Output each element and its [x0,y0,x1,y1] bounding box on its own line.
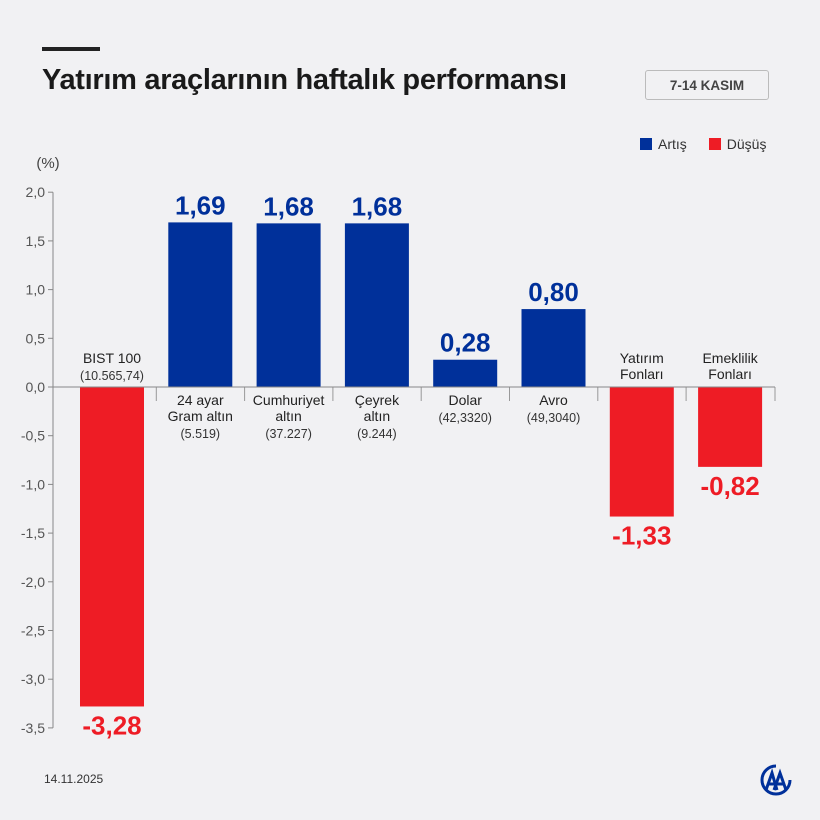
category-label: altın [364,408,390,424]
bar [521,309,586,387]
category-label: Fonları [620,366,664,382]
y-tick-label: 2,0 [26,184,46,200]
bar-value-label: 1,68 [263,191,314,221]
category-sublabel: (42,3320) [438,411,492,425]
y-tick-label: -0,5 [21,428,45,444]
y-tick-label: -3,0 [21,671,45,687]
category-label: Avro [539,392,568,408]
y-tick-label: -3,5 [21,720,45,736]
aa-logo [760,764,792,801]
category-label: Fonları [708,366,752,382]
y-tick-label: 0,5 [26,330,46,346]
legend-label: Artış [658,136,687,152]
bar [344,223,409,387]
bar [433,359,498,387]
date-range-badge: 7-14 KASIM [645,70,769,100]
y-tick-label: 1,0 [26,282,46,298]
category-sublabel: (9.244) [357,427,397,441]
bar [698,387,763,467]
category-sublabel: (49,3040) [527,411,581,425]
category-label: BIST 100 [83,350,141,366]
category-label: Yatırım [620,350,664,366]
bar-value-label: 0,80 [528,277,579,307]
category-sublabel: (5.519) [180,427,220,441]
legend: Artış Düşüş [640,136,766,152]
category-label: Emeklilik [702,350,758,366]
bar [168,222,233,387]
bar-value-label: 1,69 [175,190,226,220]
bar-value-label: -3,28 [82,710,141,740]
category-label: Dolar [448,392,482,408]
bar-value-label: 0,28 [440,328,491,358]
legend-item-decrease: Düşüş [708,136,767,152]
legend-item-increase: Artış [640,136,687,152]
category-label: Cumhuriyet [253,392,325,408]
y-axis-label: (%) [36,155,59,172]
category-label: Çeyrek [355,392,400,408]
bar [80,387,144,707]
bar-value-label: 1,68 [352,191,403,221]
bar-value-label: -0,82 [700,471,759,501]
bar [609,387,674,517]
legend-label: Düşüş [726,136,767,152]
footer-date: 14.11.2025 [44,772,104,786]
category-label: Gram altın [168,408,233,424]
y-tick-label: -2,5 [21,623,45,639]
y-tick-label: -2,0 [21,574,45,590]
bar [256,223,321,387]
y-tick-label: -1,0 [21,476,45,492]
y-tick-label: 0,0 [26,379,46,395]
category-label: altın [275,408,301,424]
y-tick-label: 1,5 [26,233,46,249]
legend-swatch-blue [640,138,652,150]
y-tick-label: -1,5 [21,525,45,541]
category-sublabel: (10.565,74) [80,369,144,383]
page-title: Yatırım araçlarının haftalık performansı [42,64,567,96]
title-accent-bar [42,47,100,51]
legend-swatch-red [708,138,721,150]
category-label: 24 ayar [177,392,224,408]
category-sublabel: (37.227) [265,427,312,441]
bar-value-label: -1,33 [612,521,671,551]
